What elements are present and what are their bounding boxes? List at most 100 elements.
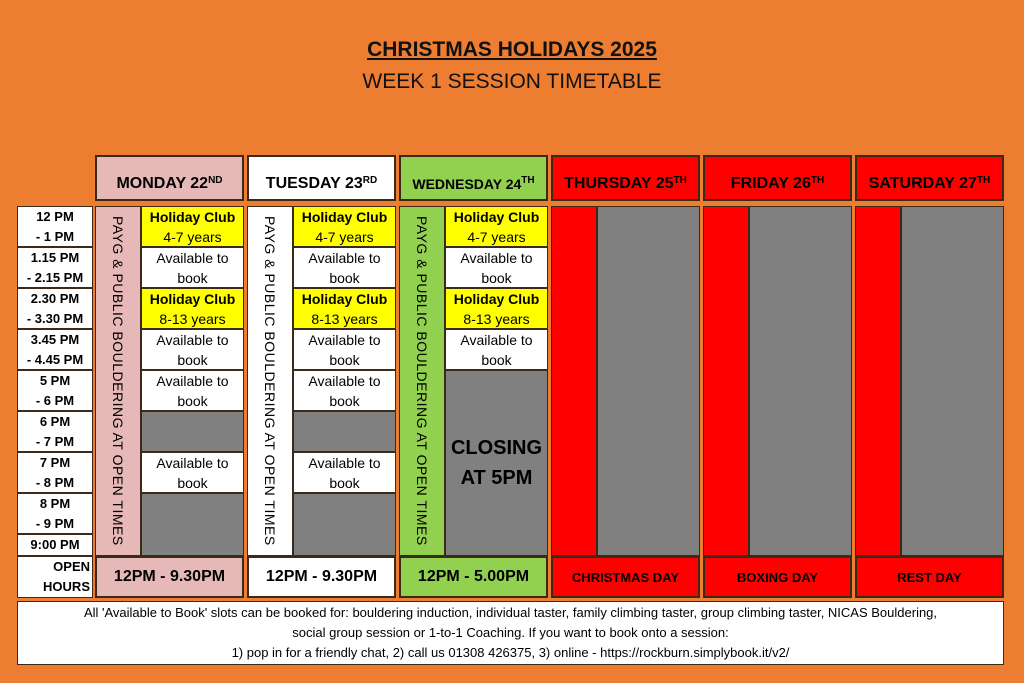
holiday-club-slot: Holiday Club 4-7 years (293, 206, 396, 247)
available-slot: Available to book (293, 452, 396, 493)
slot-detail: 8-13 years (311, 310, 378, 327)
open-hours-text: 12PM - 9.30PM (113, 568, 226, 585)
available-slot: Available to book (293, 370, 396, 411)
day-name: TUESDAY 23 (265, 175, 363, 192)
booking-info-line: 1) pop in for a friendly chat, 2) call u… (231, 645, 790, 660)
day-suffix: TH (673, 174, 687, 186)
open-hours-value: REST DAY (855, 556, 1004, 598)
time-end: - 9 PM (35, 515, 75, 531)
unavailable-slot (141, 411, 244, 452)
time-slot-label: 6 PM - 7 PM (17, 411, 93, 452)
time-start: 9:00 PM (30, 537, 80, 552)
day-header: WEDNESDAY 24 TH (399, 155, 548, 201)
day-header: TUESDAY 23 RD (247, 155, 396, 201)
time-start: 12 PM (36, 208, 74, 224)
time-start: 8 PM (39, 495, 71, 511)
slot-title: Available to (156, 331, 229, 348)
available-slot: Available to book (141, 329, 244, 370)
open-hours-text: CHRISTMAS DAY (571, 569, 680, 585)
closing-notice: CLOSING AT 5PM (445, 370, 548, 556)
holiday-club-slot: Holiday Club 4-7 years (445, 206, 548, 247)
slot-title: Holiday Club (301, 290, 388, 307)
time-end: - 1 PM (35, 228, 75, 244)
day-header: MONDAY 22 ND (95, 155, 244, 201)
slot-title: Available to (460, 249, 533, 266)
day-name: MONDAY 22 (116, 175, 209, 192)
open-hours-text: 12PM - 5.00PM (417, 568, 530, 585)
holiday-club-slot: Holiday Club 8-13 years (445, 288, 548, 329)
day-name: SATURDAY 27 (868, 175, 977, 192)
day-suffix: TH (810, 174, 825, 186)
page-subtitle: WEEK 1 SESSION TIMETABLE (362, 70, 662, 93)
time-end: - 8 PM (35, 474, 75, 490)
time-start: 3.45 PM (30, 331, 80, 347)
payg-text: PAYG & PUBLIC BOULDERING AT OPEN TIMES (414, 216, 430, 546)
slot-detail: 4-7 years (163, 228, 222, 245)
time-slot-label: 9:00 PM (17, 534, 93, 556)
time-slot-label: 12 PM - 1 PM (17, 206, 93, 247)
available-slot: Available to book (293, 247, 396, 288)
unavailable-slot (597, 206, 700, 556)
slot-title: Available to (308, 331, 381, 348)
slot-detail: book (481, 269, 512, 286)
slot-title: Available to (156, 454, 229, 471)
slot-title: Available to (156, 249, 229, 266)
time-slot-label: 1.15 PM - 2.15 PM (17, 247, 93, 288)
available-slot: Available to book (141, 370, 244, 411)
slot-detail: book (177, 392, 208, 409)
slot-title: Holiday Club (453, 290, 540, 307)
slot-title: Available to (308, 372, 381, 389)
available-slot: Available to book (141, 247, 244, 288)
time-end: - 7 PM (35, 433, 75, 449)
slot-detail: AT 5PM (460, 467, 533, 489)
payg-strip: PAYG & PUBLIC BOULDERING AT OPEN TIMES (399, 206, 445, 556)
slot-detail: book (329, 269, 360, 286)
time-start: 2.30 PM (30, 290, 80, 306)
unavailable-slot (901, 206, 1004, 556)
slot-detail: book (177, 269, 208, 286)
open-hours-label: OPEN HOURS (17, 556, 93, 598)
open-hours-value: 12PM - 9.30PM (247, 556, 396, 598)
slot-title: CLOSING (450, 437, 543, 459)
available-slot: Available to book (293, 329, 396, 370)
unavailable-slot (293, 493, 396, 556)
holiday-club-slot: Holiday Club 4-7 years (141, 206, 244, 247)
time-start: 7 PM (39, 454, 71, 470)
payg-strip: PAYG & PUBLIC BOULDERING AT OPEN TIMES (95, 206, 141, 556)
open-hours-value: BOXING DAY (703, 556, 852, 598)
time-start: 6 PM (39, 413, 71, 429)
slot-detail: book (329, 474, 360, 491)
time-slot-label: 2.30 PM - 3.30 PM (17, 288, 93, 329)
slot-detail: book (329, 392, 360, 409)
slot-detail: 8-13 years (463, 310, 530, 327)
available-slot: Available to book (445, 329, 548, 370)
payg-strip: PAYG & PUBLIC BOULDERING AT OPEN TIMES (247, 206, 293, 556)
page-title: CHRISTMAS HOLIDAYS 2025 (367, 38, 657, 61)
booking-info-line: social group session or 1-to-1 Coaching.… (292, 625, 729, 640)
unavailable-slot (749, 206, 852, 556)
slot-detail: 4-7 years (315, 228, 374, 245)
day-header: THURSDAY 25 TH (551, 155, 700, 201)
time-start: 1.15 PM (30, 249, 80, 265)
open-label: OPEN (53, 559, 90, 574)
slot-title: Available to (156, 372, 229, 389)
slot-detail: 8-13 years (159, 310, 226, 327)
time-slot-label: 5 PM - 6 PM (17, 370, 93, 411)
open-hours-value: CHRISTMAS DAY (551, 556, 700, 598)
day-suffix: TH (521, 174, 535, 186)
closed-strip (855, 206, 901, 556)
slot-title: Available to (460, 331, 533, 348)
slot-detail: book (329, 351, 360, 368)
slot-detail: 4-7 years (467, 228, 526, 245)
day-name: THURSDAY 25 (564, 175, 674, 192)
holiday-club-slot: Holiday Club 8-13 years (293, 288, 396, 329)
booking-info: All 'Available to Book' slots can be boo… (17, 601, 1004, 665)
slot-title: Available to (308, 454, 381, 471)
available-slot: Available to book (445, 247, 548, 288)
closed-strip (551, 206, 597, 556)
day-suffix: ND (208, 174, 223, 186)
slot-title: Holiday Club (149, 290, 236, 307)
open-hours-text: REST DAY (897, 569, 962, 585)
slot-detail: book (177, 474, 208, 491)
booking-info-line: All 'Available to Book' slots can be boo… (83, 605, 938, 620)
